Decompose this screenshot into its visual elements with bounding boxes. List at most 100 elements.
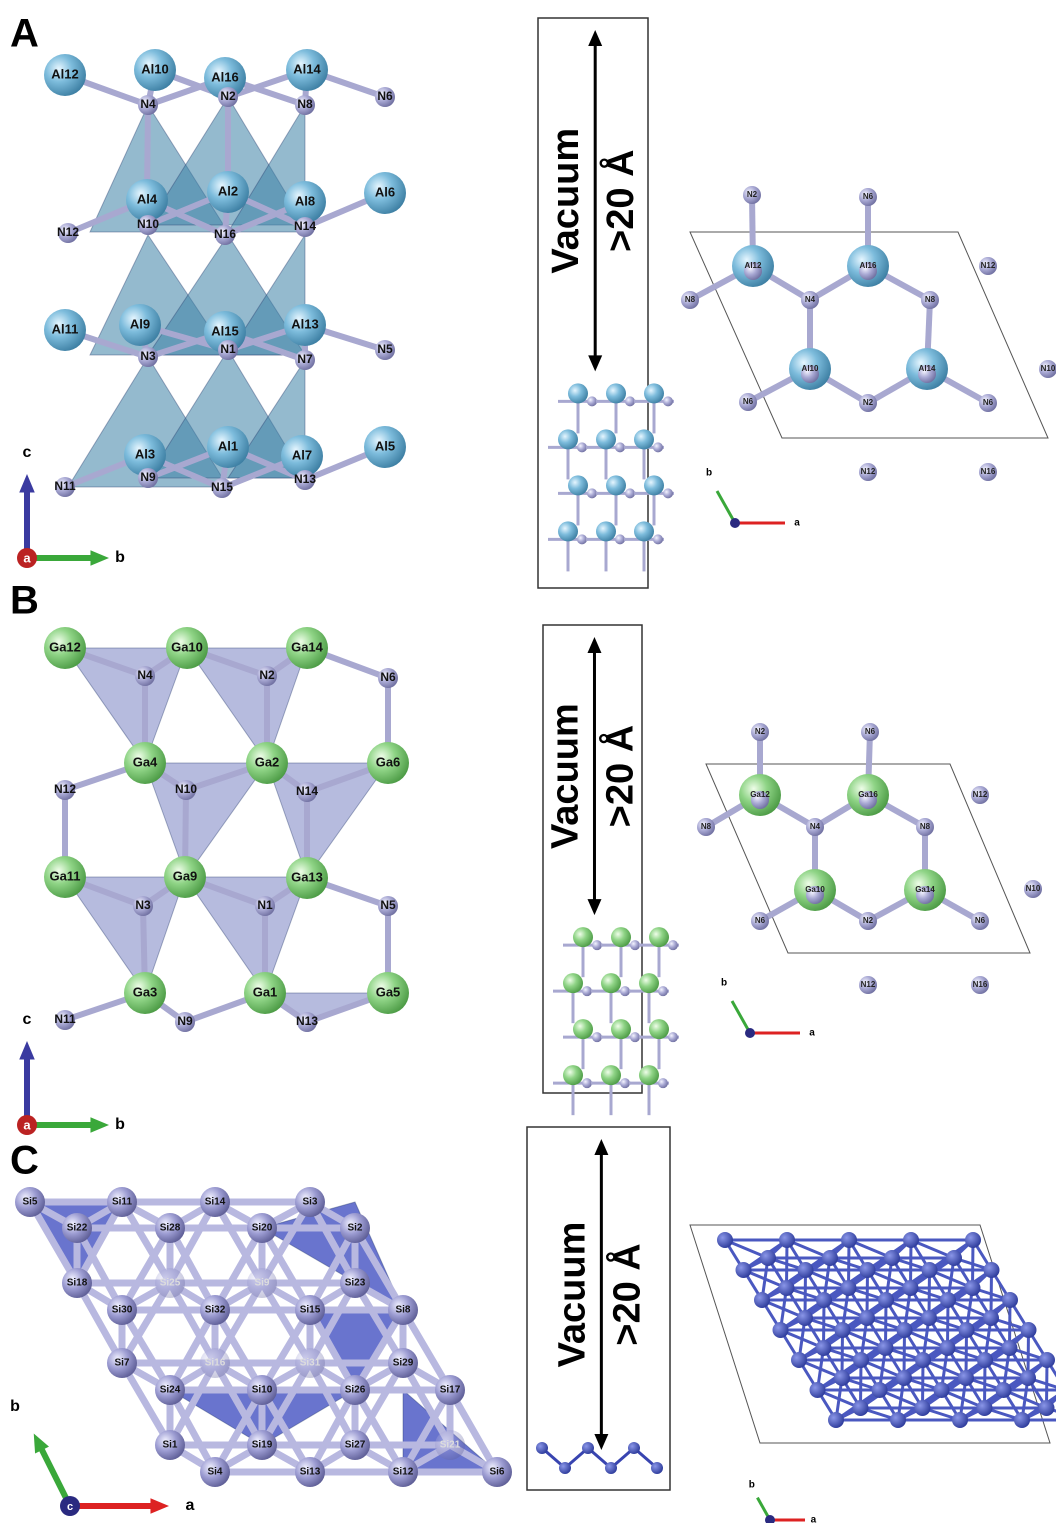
atom-label: N9 [177, 1014, 193, 1028]
atom-label: Si4 [207, 1467, 222, 1478]
atom-label: N12 [861, 467, 876, 476]
atom-label: N6 [755, 916, 766, 925]
atom [959, 1322, 975, 1338]
atom [615, 442, 625, 452]
atom [559, 1462, 571, 1474]
atom [536, 1442, 548, 1454]
atom-label: Si9 [254, 1278, 269, 1289]
atom [1039, 1352, 1055, 1368]
atom [625, 488, 635, 498]
atom [568, 475, 588, 495]
atom-label: Si7 [114, 1358, 129, 1369]
atom [860, 1262, 876, 1278]
atom-label: Al16 [860, 261, 877, 270]
atom-label: N8 [925, 295, 936, 304]
axis-arrow [40, 1446, 70, 1506]
axis-label: a [186, 1497, 195, 1514]
atom [822, 1250, 838, 1266]
atom [668, 1032, 678, 1042]
atom [816, 1292, 832, 1308]
atom [663, 396, 673, 406]
atom-label: Ga10 [805, 885, 825, 894]
atom [779, 1232, 795, 1248]
atom [606, 383, 626, 403]
atom [639, 973, 659, 993]
atom [634, 521, 654, 541]
atom [563, 1065, 583, 1085]
atom-label: Si26 [345, 1385, 366, 1396]
polyhedron [187, 648, 307, 763]
atom-label: Si19 [252, 1440, 273, 1451]
atom-label: N16 [973, 980, 988, 989]
axis-arrowhead [19, 1041, 35, 1060]
atom [651, 1462, 663, 1474]
atom-label: Al12 [745, 261, 762, 270]
axis-label: b [721, 978, 727, 989]
atom [587, 488, 597, 498]
atom-label: N6 [983, 398, 994, 407]
atom-label: N8 [920, 822, 931, 831]
atom [915, 1352, 931, 1368]
atom [611, 1019, 631, 1039]
panel-letter: B [10, 579, 39, 623]
atom-label: Si24 [160, 1385, 181, 1396]
arrowhead [588, 355, 602, 371]
polyhedron [65, 648, 187, 763]
atom [630, 940, 640, 950]
atom [658, 986, 668, 996]
polyhedron [145, 763, 267, 877]
axis-label: b [10, 1398, 20, 1415]
atom [649, 927, 669, 947]
axis-arrowhead [90, 1117, 109, 1133]
atom-label: Al14 [919, 364, 936, 373]
atom-label: N5 [377, 342, 393, 356]
atom-label: Ga10 [171, 639, 203, 654]
atom [573, 927, 593, 947]
atom-label: N2 [755, 727, 766, 736]
atom [563, 973, 583, 993]
atom [946, 1250, 962, 1266]
atom-label: N10 [1026, 884, 1041, 893]
atom [915, 1400, 931, 1416]
atom-label: Si5 [22, 1197, 37, 1208]
atom-label: Ga14 [915, 885, 935, 894]
atom-label: N4 [140, 97, 156, 111]
atom-label: N12 [57, 225, 79, 239]
atom-label: N6 [863, 192, 874, 201]
atom-label: N14 [296, 784, 318, 798]
atom [587, 396, 597, 406]
atom-label: Si2 [347, 1223, 362, 1234]
atom-label: Si20 [252, 1223, 273, 1234]
atom [668, 940, 678, 950]
atom [620, 1078, 630, 1088]
atom-label: Si13 [300, 1467, 321, 1478]
atom [639, 1065, 659, 1085]
axis-arrowhead [19, 474, 35, 493]
atom-label: Si30 [112, 1305, 133, 1316]
atom-label: Si17 [440, 1385, 461, 1396]
atom [896, 1370, 912, 1386]
atom [798, 1262, 814, 1278]
atom-label: Al2 [218, 183, 238, 198]
atom [897, 1322, 913, 1338]
atom [568, 383, 588, 403]
atom-label: Si22 [67, 1223, 88, 1234]
atom-label: Ga12 [49, 639, 81, 654]
atom [940, 1340, 956, 1356]
atom [853, 1352, 869, 1368]
arrowhead [588, 30, 602, 46]
atom-label: N6 [380, 670, 396, 684]
atom-label: Al10 [802, 364, 819, 373]
atom [577, 534, 587, 544]
atom [592, 1032, 602, 1042]
atom [984, 1262, 1000, 1278]
axis-label: c [23, 1011, 32, 1028]
atom [754, 1292, 770, 1308]
atom-label: N6 [743, 397, 754, 406]
polyhedron [267, 763, 388, 877]
atom-label: Si32 [205, 1305, 226, 1316]
atom [605, 1462, 617, 1474]
atom-label: N2 [220, 89, 236, 103]
atom-label: N16 [981, 467, 996, 476]
atom-label: N9 [140, 470, 156, 484]
